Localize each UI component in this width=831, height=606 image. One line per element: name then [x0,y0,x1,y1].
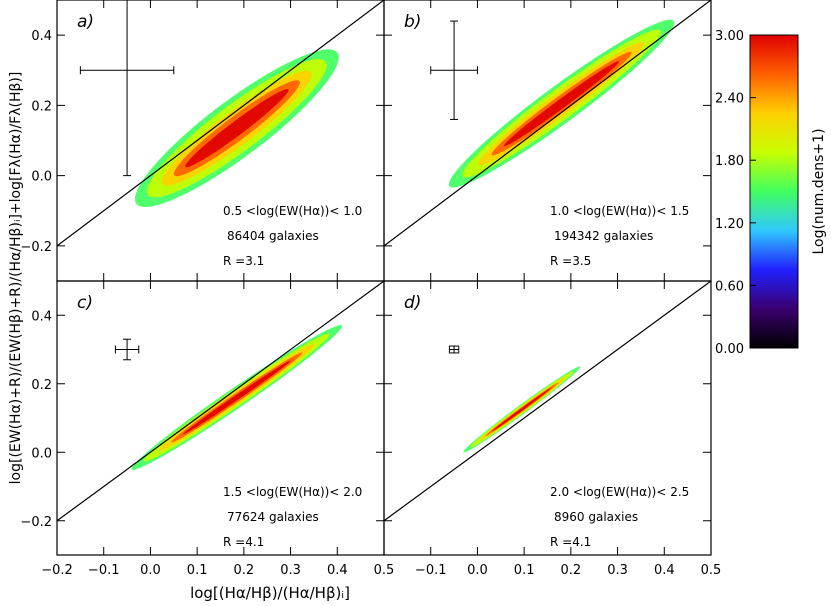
panel-label: d) [404,293,421,313]
annotation: 194342 galaxies [554,229,653,243]
panel-label: a) [77,12,94,32]
annotation: 86404 galaxies [227,229,319,243]
colorbar-label: Log(num.dens+1) [811,128,827,254]
x-tick-label: 0.5 [374,563,395,578]
x-tick-label: −0.1 [415,563,447,578]
x-tick-label: 0.5 [701,563,722,578]
colorbar-tick-label: 0.60 [715,279,744,294]
plot-area [384,0,711,247]
x-tick-label: 0.3 [607,563,628,578]
x-tick-label: 0.3 [280,563,301,578]
one-to-one-line [57,0,384,247]
colorbar-tick-label: 3.00 [715,29,744,44]
density-cloud [182,360,291,435]
annotation: R =3.5 [550,254,591,268]
annotation: R =4.1 [550,535,591,549]
density-cloud [491,387,552,432]
annotation: 1.0 <log(EW(Hα))< 1.5 [550,204,689,218]
plot-area [57,0,384,247]
y-tick-label: 0.4 [31,29,52,44]
x-tick-label: 0.2 [561,563,582,578]
y-tick-label: 0.2 [31,99,52,114]
annotation: R =4.1 [223,535,264,549]
one-to-one-line [384,281,711,522]
one-to-one-line [384,0,711,247]
colorbar-tick-label: 1.20 [715,217,744,232]
annotation: 77624 galaxies [227,510,319,524]
panel-frame [383,0,712,282]
x-tick-label: −0.2 [41,563,73,578]
annotation: 2.0 <log(EW(Hα))< 2.5 [550,485,689,499]
x-tick-label: 0.2 [234,563,255,578]
y-tick-label: −0.2 [20,515,52,530]
x-tick-label: 0.4 [327,563,348,578]
y-tick-label: 0.0 [31,446,52,461]
panel-frame [383,280,712,556]
x-tick-label: −0.1 [88,563,120,578]
x-axis-label: log[(Hα/Hβ)/(Hα/Hβ)ᵢ] [190,584,350,602]
annotation: R =3.1 [223,254,264,268]
density-cloud [185,89,289,168]
x-tick-label: 0.4 [654,563,675,578]
annotation: 0.5 <log(EW(Hα))< 1.0 [223,204,362,218]
y-tick-label: 0.4 [31,309,52,324]
colorbar-tick-label: 1.80 [715,154,744,169]
panel-label: c) [77,293,93,313]
colorbar [749,34,799,349]
density-cloud [503,61,620,147]
x-tick-label: 0.0 [467,563,488,578]
x-tick-label: 0.1 [514,563,535,578]
colorbar-tick-label: 2.40 [715,92,744,107]
y-tick-label: 0.0 [31,170,52,185]
y-tick-label: −0.2 [20,240,52,255]
panel-label: b) [404,12,421,32]
y-tick-label: 0.2 [31,378,52,393]
colorbar-tick-label: 0.00 [715,342,744,357]
x-tick-label: 0.0 [140,563,161,578]
x-tick-label: 0.1 [187,563,208,578]
one-to-one-line [57,281,384,522]
annotation: 1.5 <log(EW(Hα))< 2.0 [223,485,362,499]
annotation: 8960 galaxies [554,510,638,524]
y-axis-label: log[(EW(Hα)+R)/(EW(Hβ)+R)/(Hα/Hβ)ᵢ]+log[… [8,72,24,485]
plot-area [57,281,384,522]
plot-area [384,281,711,522]
